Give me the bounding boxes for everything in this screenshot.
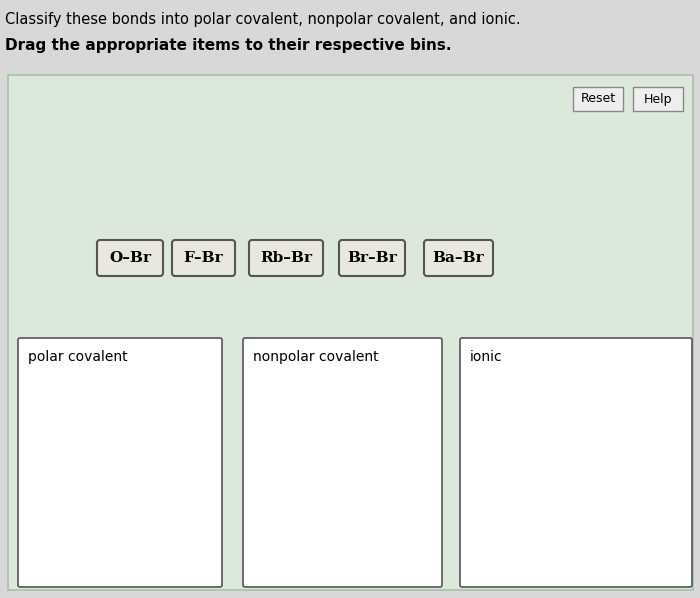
Text: F–Br: F–Br [183,251,223,265]
Text: ionic: ionic [470,350,503,364]
Text: Rb–Br: Rb–Br [260,251,312,265]
Text: O–Br: O–Br [109,251,151,265]
FancyBboxPatch shape [573,87,623,111]
Text: Reset: Reset [580,93,615,105]
Text: Ba–Br: Ba–Br [433,251,484,265]
Text: polar covalent: polar covalent [28,350,127,364]
FancyBboxPatch shape [172,240,235,276]
FancyBboxPatch shape [18,338,222,587]
Text: Help: Help [644,93,672,105]
Text: Classify these bonds into polar covalent, nonpolar covalent, and ionic.: Classify these bonds into polar covalent… [5,12,521,27]
Text: Drag the appropriate items to their respective bins.: Drag the appropriate items to their resp… [5,38,452,53]
FancyBboxPatch shape [97,240,163,276]
FancyBboxPatch shape [339,240,405,276]
FancyBboxPatch shape [424,240,493,276]
FancyBboxPatch shape [8,75,693,590]
Text: nonpolar covalent: nonpolar covalent [253,350,379,364]
FancyBboxPatch shape [243,338,442,587]
FancyBboxPatch shape [460,338,692,587]
FancyBboxPatch shape [633,87,683,111]
Text: Br–Br: Br–Br [347,251,397,265]
FancyBboxPatch shape [249,240,323,276]
